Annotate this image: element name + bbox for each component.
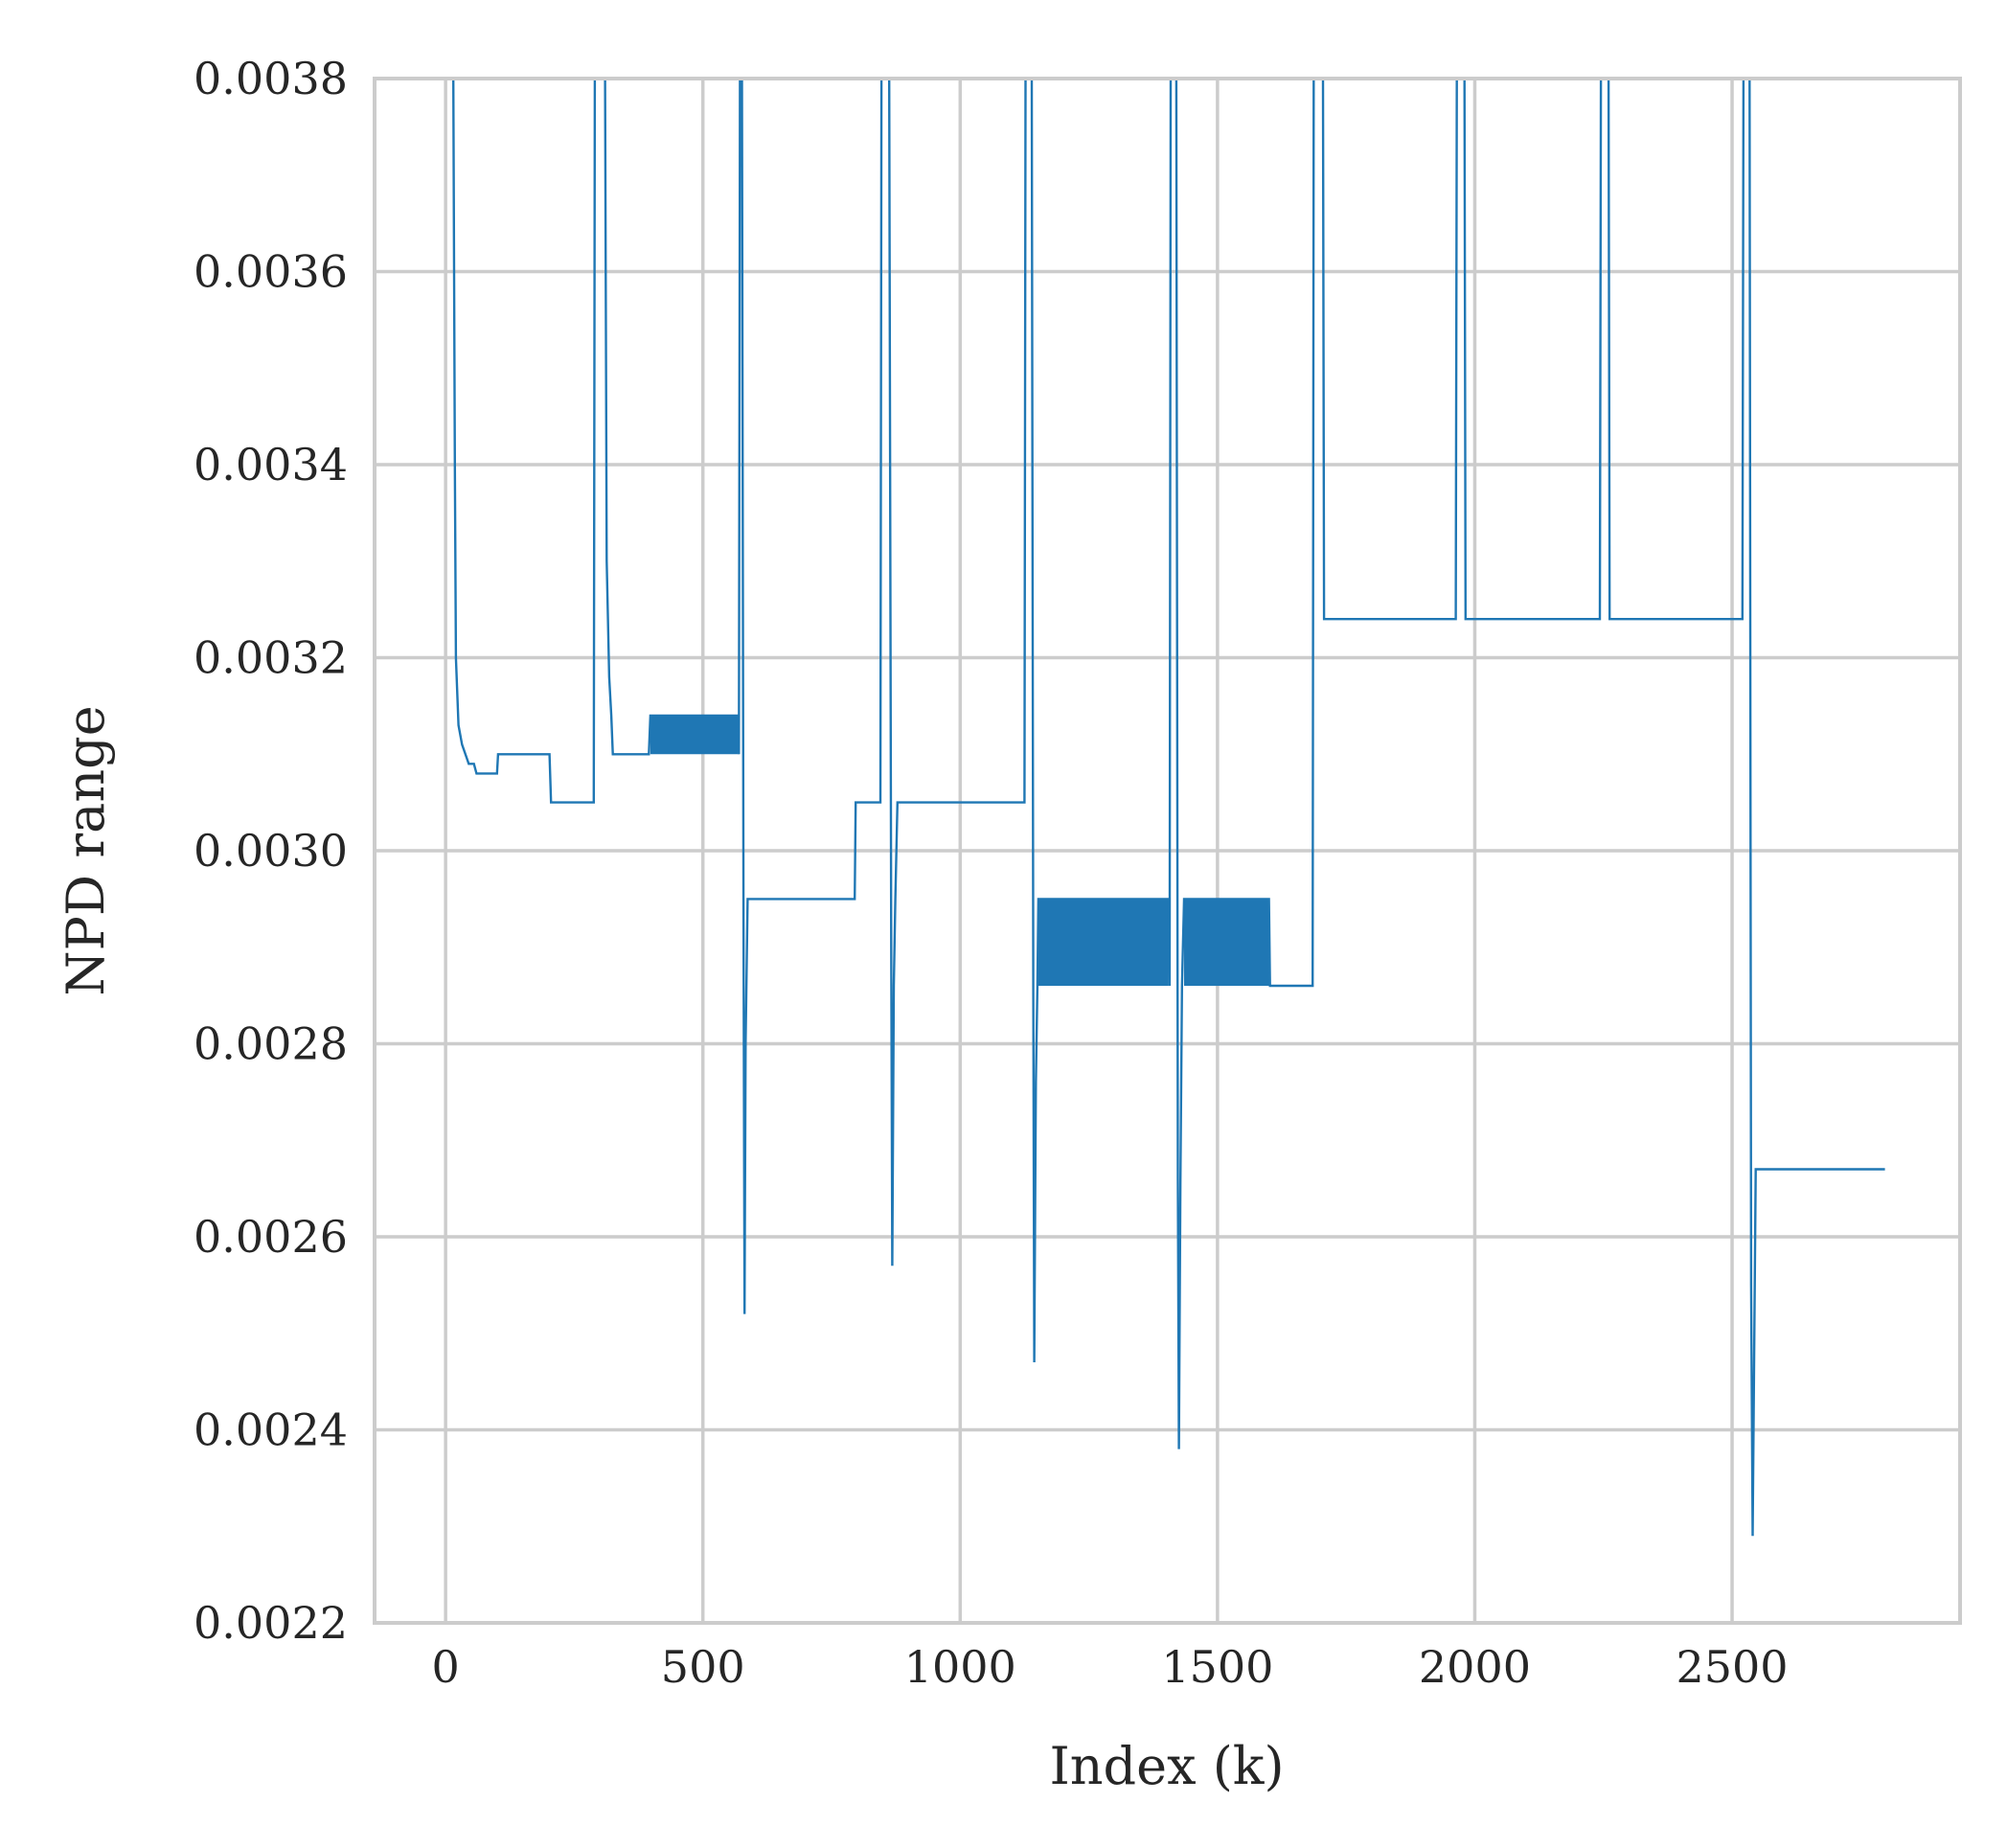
y-tick-label: 0.0034 bbox=[194, 439, 348, 491]
x-tick-label: 1000 bbox=[904, 1641, 1016, 1693]
x-tick-label: 2500 bbox=[1676, 1641, 1788, 1693]
y-tick-label: 0.0022 bbox=[194, 1597, 348, 1649]
y-tick-label: 0.0026 bbox=[194, 1211, 348, 1263]
y-tick-label: 0.0036 bbox=[194, 246, 348, 298]
y-tick-label: 0.0032 bbox=[194, 632, 348, 684]
oscillation-band bbox=[650, 715, 739, 755]
x-tick-label: 500 bbox=[661, 1641, 745, 1693]
y-tick-label: 0.0024 bbox=[194, 1404, 348, 1456]
plot-frame bbox=[373, 77, 1962, 1625]
series-line bbox=[452, 79, 1885, 1537]
y-axis-title: NPD range bbox=[56, 705, 116, 995]
y-tick-label: 0.0038 bbox=[194, 53, 348, 104]
tick-layer: 0 500 1000 1500 2000 2500 0.0022 0.0024 0.0026 0.… bbox=[194, 53, 1789, 1693]
x-tick-label: 0 bbox=[431, 1641, 459, 1693]
x-tick-label: 2000 bbox=[1419, 1641, 1531, 1693]
data-layer bbox=[452, 79, 1885, 1537]
grid-layer bbox=[375, 77, 1960, 1625]
oscillation-band bbox=[1038, 899, 1169, 987]
oscillation-band bbox=[1183, 899, 1269, 987]
x-axis-title: Index (k) bbox=[1049, 1736, 1284, 1796]
y-tick-label: 0.0028 bbox=[194, 1018, 348, 1070]
y-tick-label: 0.0030 bbox=[194, 825, 348, 877]
x-tick-label: 1500 bbox=[1161, 1641, 1273, 1693]
